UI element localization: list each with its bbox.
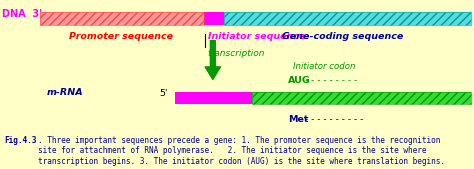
Text: Initiator sequence: Initiator sequence (208, 32, 305, 41)
Text: m-RNA: m-RNA (46, 88, 83, 97)
Text: AUG: AUG (288, 76, 311, 85)
Bar (224, 12, 471, 25)
Text: DNA  3': DNA 3' (2, 9, 42, 19)
Text: - - - - - - - - -: - - - - - - - - - (305, 76, 357, 85)
Bar (40, 12, 204, 25)
Text: Promoter sequence: Promoter sequence (69, 32, 173, 41)
Bar (252, 92, 471, 104)
Text: transcription: transcription (208, 49, 265, 58)
Text: . Three important sequences precede a gene: 1. The promoter sequence is the reco: . Three important sequences precede a ge… (38, 136, 445, 166)
Bar (252, 92, 471, 104)
Bar (40, 12, 204, 25)
Bar (204, 12, 224, 25)
Text: - - - - - - - - - -: - - - - - - - - - - (305, 115, 363, 124)
Text: Gene-coding sequence: Gene-coding sequence (282, 32, 403, 41)
Text: Fig.4.3: Fig.4.3 (4, 136, 36, 145)
Text: Initiator codon: Initiator codon (293, 62, 356, 71)
Text: Met: Met (288, 115, 309, 124)
Bar (224, 12, 471, 25)
Text: 5': 5' (160, 89, 168, 98)
Bar (175, 92, 252, 104)
